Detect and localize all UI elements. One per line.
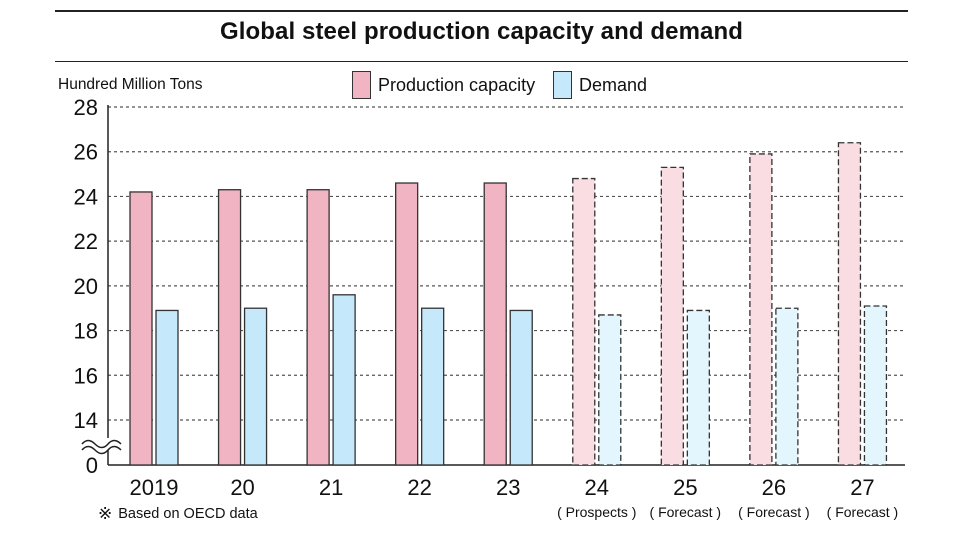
bar-production-capacity (395, 182, 419, 466)
x-tick-label: 26 (762, 475, 786, 500)
top-rule (55, 10, 908, 12)
legend-label-production-capacity: Production capacity (378, 74, 536, 95)
y-tick-label: 14 (74, 408, 98, 433)
bar-demand (332, 294, 356, 466)
y-tick-label: 16 (74, 363, 98, 388)
bar-production-capacity (660, 166, 684, 466)
y-tick-label: 26 (74, 140, 98, 165)
source-note: ※ Based on OECD data (98, 504, 258, 524)
y-tick-label: 28 (74, 95, 98, 120)
axis-break-mark-lower (81, 445, 122, 455)
bar-production-capacity (129, 191, 153, 466)
legend-item-demand: Demand (553, 70, 647, 100)
bar-production-capacity (837, 142, 862, 466)
bar-demand (863, 305, 888, 466)
axis-break-mark-upper (81, 439, 122, 449)
bar-demand (243, 307, 268, 466)
note-mark: ※ (98, 504, 113, 523)
source-note-text: Based on OECD data (118, 506, 258, 522)
y-axis-unit-label: Hundred Million Tons (58, 76, 203, 93)
legend-label-demand: Demand (579, 74, 648, 95)
bar-production-capacity (306, 189, 330, 466)
y-tick-label: 0 (86, 453, 98, 478)
bar-production-capacity (217, 189, 242, 466)
x-tick-note: ( Prospects ) (557, 504, 636, 520)
y-tick-label: 18 (74, 319, 98, 344)
bar-demand (155, 309, 179, 466)
x-tick-note: ( Forecast ) (650, 504, 722, 520)
chart-title: Global steel production capacity and dem… (219, 18, 744, 45)
legend-swatch-demand (553, 71, 572, 99)
x-tick-note: ( Forecast ) (738, 504, 810, 520)
x-tick-note: ( Forecast ) (827, 504, 899, 520)
x-tick-label: 25 (673, 475, 697, 500)
x-tick-label: 20 (230, 475, 254, 500)
title-underline (55, 61, 908, 62)
x-tick-label: 2019 (130, 475, 179, 500)
legend-swatch-production-capacity (352, 71, 371, 99)
bar-demand (775, 307, 799, 466)
x-tick-label: 23 (496, 475, 520, 500)
bar-demand (686, 309, 710, 466)
y-tick-label: 22 (74, 229, 98, 254)
bar-production-capacity (572, 177, 596, 466)
bar-demand (421, 307, 445, 466)
bar-production-capacity (483, 182, 507, 466)
bar-production-capacity (749, 153, 773, 466)
bar-demand (509, 309, 533, 466)
x-tick-label: 27 (850, 475, 874, 500)
legend-item-production-capacity: Production capacity (352, 70, 535, 100)
y-tick-label: 24 (74, 184, 98, 209)
x-tick-label: 24 (585, 475, 609, 500)
x-tick-label: 22 (407, 475, 431, 500)
x-tick-label: 21 (319, 475, 343, 500)
bar-demand (598, 314, 622, 466)
y-tick-label: 20 (74, 274, 98, 299)
